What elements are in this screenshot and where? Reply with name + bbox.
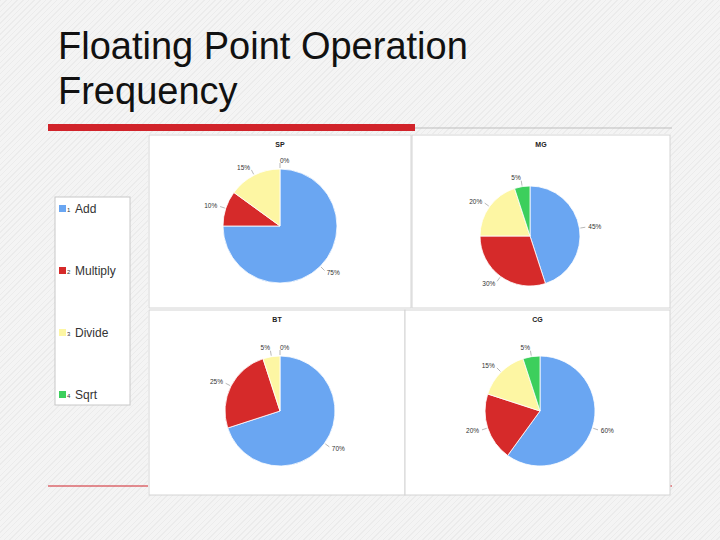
pie-slice — [515, 186, 530, 236]
data-label: 15% — [482, 362, 495, 369]
chart-title: SP — [275, 141, 285, 148]
data-label: 70% — [332, 445, 345, 452]
label-leader — [485, 203, 489, 206]
chart-title: MG — [535, 141, 547, 148]
data-label: 20% — [469, 198, 482, 205]
legend-number: 3 — [67, 331, 71, 337]
data-label: 5% — [511, 174, 521, 181]
legend-swatch — [59, 267, 66, 274]
data-label: 75% — [327, 269, 340, 276]
label-leader — [280, 163, 281, 168]
legend-swatch — [59, 205, 66, 212]
legend-number: 4 — [67, 393, 71, 399]
legend-number: 2 — [67, 269, 71, 275]
data-label: 60% — [601, 427, 614, 434]
pie-slice — [523, 356, 540, 411]
legend-number: 1 — [67, 207, 71, 213]
data-label: 20% — [466, 427, 479, 434]
data-label: 30% — [482, 280, 495, 287]
chart-panel — [149, 310, 405, 495]
data-label: 15% — [237, 164, 250, 171]
data-label: 5% — [261, 344, 271, 351]
label-leader — [220, 207, 225, 209]
chart-panel — [405, 310, 670, 495]
data-label: 45% — [588, 223, 601, 230]
pie-slice — [234, 169, 280, 226]
pie — [480, 186, 580, 286]
pie — [485, 356, 595, 466]
label-leader — [280, 350, 281, 355]
legend-label: Divide — [75, 326, 109, 340]
pie-slice — [480, 236, 545, 286]
slide-title: Floating Point Operation Frequency — [58, 24, 538, 114]
chart-panel — [412, 135, 670, 308]
data-label: 25% — [210, 378, 223, 385]
pie — [225, 356, 335, 466]
label-leader — [321, 267, 325, 271]
data-label: 5% — [521, 344, 531, 351]
label-leader — [593, 428, 598, 430]
pie-slice — [280, 356, 281, 411]
label-leader — [497, 368, 501, 372]
label-leader — [482, 428, 487, 430]
pie-slice — [223, 169, 337, 283]
label-leader — [251, 170, 253, 174]
data-label: 0% — [280, 344, 290, 351]
legend-label: Sqrt — [75, 388, 98, 402]
data-label: 10% — [204, 202, 217, 209]
data-label: 0% — [280, 157, 290, 164]
pie-slice — [280, 169, 281, 226]
title-rule-thin — [415, 128, 672, 129]
pie — [223, 169, 337, 283]
label-leader — [580, 227, 585, 229]
chart-title: CG — [532, 316, 543, 323]
label-leader — [325, 444, 329, 447]
pie-slice — [263, 356, 280, 411]
legend-swatch — [59, 391, 66, 398]
chart-panel — [149, 135, 411, 308]
legend-label: Multiply — [75, 264, 116, 278]
label-leader — [270, 351, 272, 356]
label-leader — [530, 351, 532, 356]
label-leader — [497, 277, 500, 281]
title-rule — [48, 124, 415, 131]
label-leader — [226, 383, 230, 385]
slide-canvas: 1 Add 2 Multiply 3 Divide 4 Sqrt SP 75% 10% 15% 0% MG… — [0, 0, 720, 540]
charts-background — [148, 134, 670, 495]
legend-box — [55, 197, 130, 405]
chart-title: BT — [272, 316, 282, 323]
legend-label: Add — [75, 202, 96, 216]
legend-swatch — [59, 329, 66, 336]
label-leader — [521, 181, 523, 186]
